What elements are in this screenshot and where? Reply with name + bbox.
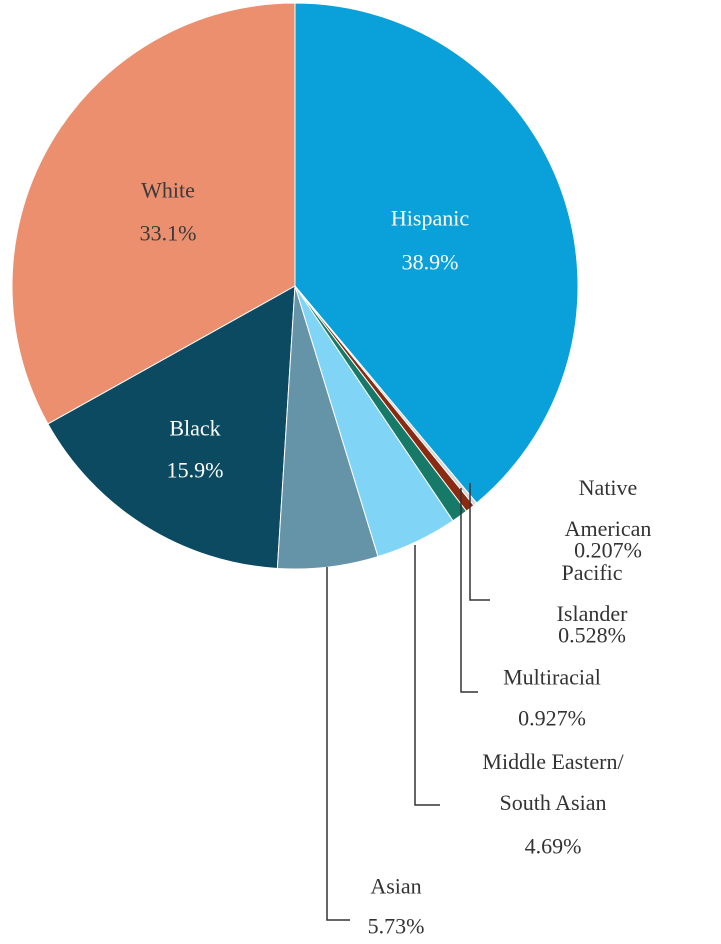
- leader-line: [414, 545, 440, 806]
- slice-label: Native American: [564, 475, 652, 541]
- pie-slice: [294, 2, 579, 504]
- leader-lines: [326, 483, 490, 921]
- leader-line: [326, 567, 350, 921]
- value-label: 4.69%: [524, 833, 582, 859]
- slice-label: Asian: [370, 873, 422, 899]
- pie-slice: [11, 2, 296, 425]
- value-label: 0.207%: [574, 537, 642, 563]
- slice-label: White: [141, 177, 195, 203]
- slice-label: Pacific Islander: [556, 560, 628, 626]
- value-label: 0.927%: [518, 705, 586, 731]
- value-label: 5.73%: [367, 913, 425, 939]
- leader-line: [469, 483, 490, 601]
- value-label: 15.9%: [166, 457, 224, 483]
- pie-slice: [47, 285, 296, 569]
- slice-label: Hispanic: [390, 205, 470, 231]
- value-label: 33.1%: [139, 220, 197, 246]
- slice-label: Multiracial: [503, 664, 601, 690]
- slice-label: Middle Eastern/ South Asian: [482, 749, 624, 815]
- slice-label: Black: [169, 415, 221, 441]
- value-label: 0.528%: [558, 622, 626, 648]
- leader-line: [460, 488, 478, 693]
- value-label: 38.9%: [401, 249, 459, 275]
